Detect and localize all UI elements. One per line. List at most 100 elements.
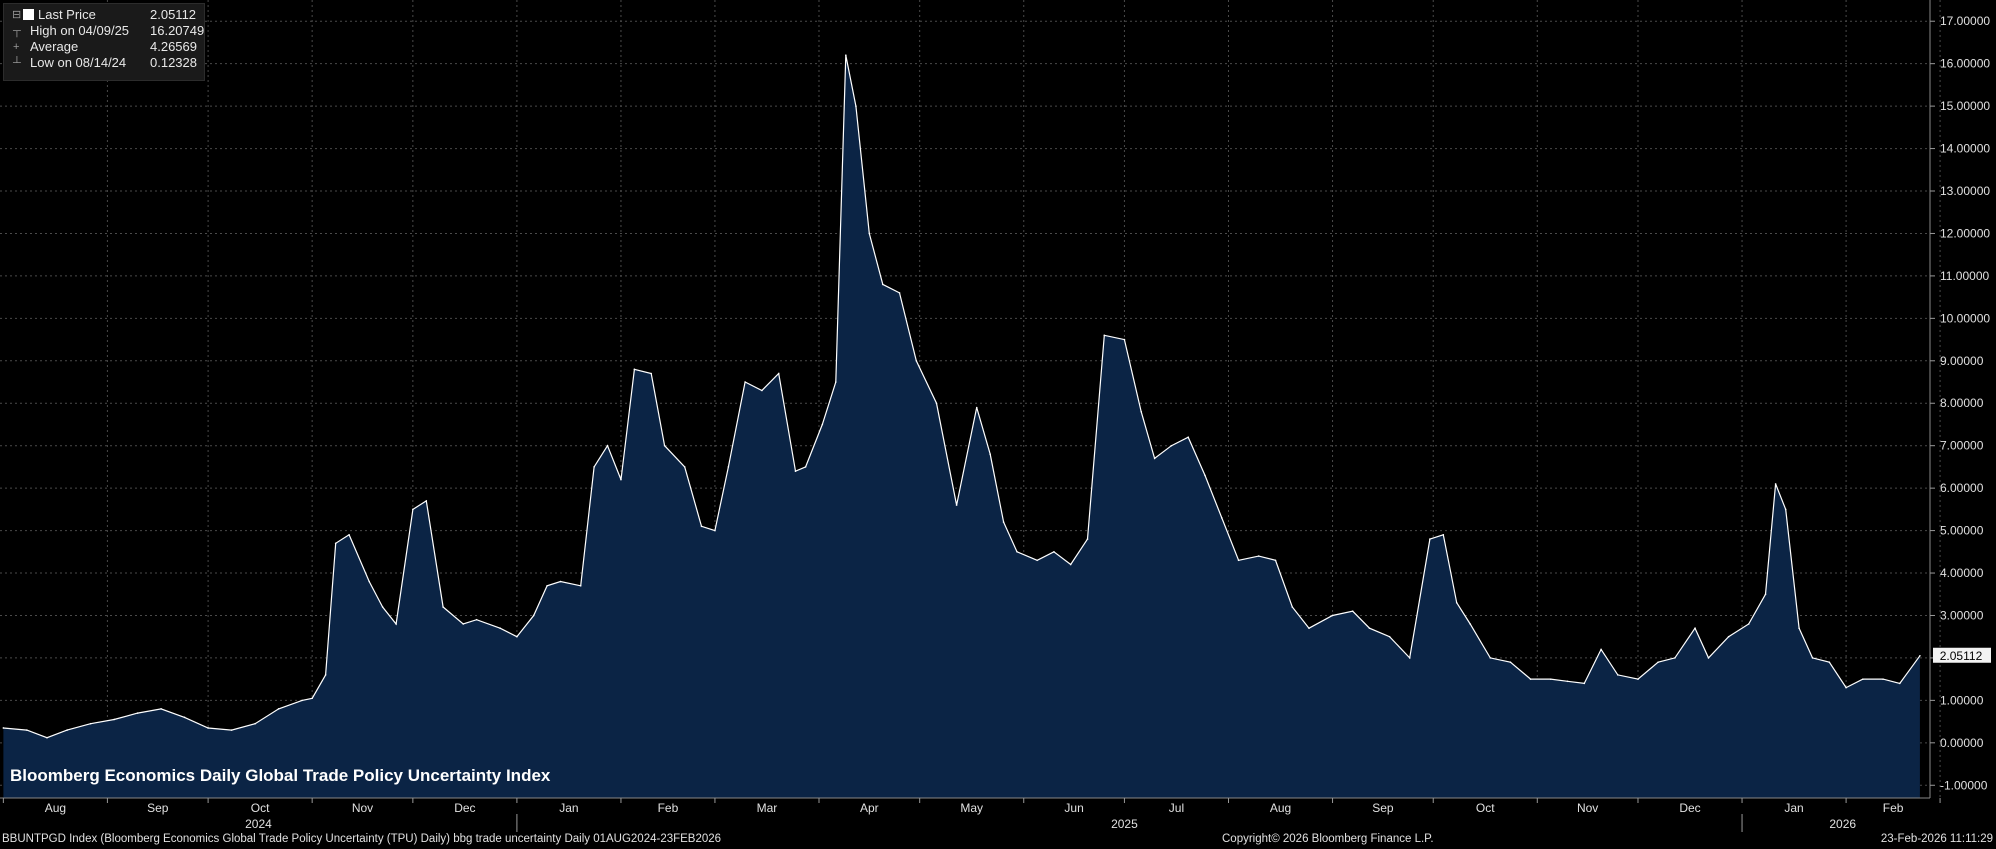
legend-average: + Average 4.26569 — [4, 39, 204, 55]
data-point — [1747, 623, 1750, 625]
data-point — [1455, 601, 1458, 604]
data-point — [683, 466, 686, 468]
data-point — [1069, 563, 1072, 566]
data-point — [1429, 538, 1431, 540]
y-tick-label: 8.00000 — [1940, 396, 1984, 410]
footer-description: BBUNTPGD Index (Bloomberg Economics Glob… — [2, 833, 722, 845]
collapse-icon[interactable]: ⊟ — [12, 9, 22, 21]
data-point — [1308, 627, 1310, 630]
data-point — [1368, 627, 1371, 630]
y-tick-label: 10.00000 — [1940, 311, 1990, 325]
data-point — [1408, 657, 1411, 659]
x-tick-label: Oct — [1476, 801, 1495, 815]
data-point — [301, 699, 303, 702]
data-point — [546, 584, 548, 587]
data-point — [348, 534, 350, 536]
y-tick-label: 13.00000 — [1940, 184, 1990, 198]
y-tick-label: 16.00000 — [1940, 57, 1990, 71]
data-point — [1103, 334, 1106, 337]
y-tick-label: 17.00000 — [1940, 14, 1990, 28]
data-point — [1170, 444, 1173, 447]
x-tick-label: Apr — [860, 801, 879, 815]
x-tick-label: Aug — [45, 801, 66, 815]
x-tick-label: Jun — [1064, 801, 1083, 815]
data-point — [89, 722, 92, 725]
data-point — [1187, 436, 1190, 439]
data-point — [1442, 534, 1445, 536]
data-point — [368, 580, 371, 583]
y-tick-label: 6.00000 — [1940, 481, 1984, 495]
x-tick-label: Dec — [1679, 801, 1700, 815]
data-point — [207, 727, 209, 729]
data-point — [381, 606, 384, 608]
x-tick-label: Feb — [658, 801, 679, 815]
legend-low-label: Low on 08/14/24 — [30, 55, 127, 70]
data-point — [855, 105, 857, 107]
y-tick-label: 0.00000 — [1940, 736, 1984, 750]
y-tick-label: 3.00000 — [1940, 608, 1984, 622]
high-marker-icon: ┬ — [13, 25, 21, 37]
data-point — [1220, 517, 1223, 519]
legend-low: ┴ Low on 08/14/24 0.12328 — [4, 55, 204, 71]
data-point — [593, 466, 595, 468]
data-point — [1784, 508, 1787, 511]
data-point — [975, 406, 978, 409]
average-marker-icon: + — [13, 41, 20, 53]
x-tick-label: Oct — [251, 801, 270, 815]
data-point — [1257, 555, 1260, 557]
y-tick-label: 9.00000 — [1940, 354, 1984, 368]
data-point — [183, 716, 186, 719]
y-tick-label: 7.00000 — [1940, 439, 1984, 453]
data-point — [1274, 559, 1277, 562]
data-point — [136, 712, 139, 714]
data-point — [663, 444, 666, 447]
data-point — [1674, 657, 1676, 659]
data-point — [1086, 538, 1089, 540]
data-point — [1351, 610, 1354, 613]
data-point — [1919, 654, 1921, 657]
data-point — [804, 466, 807, 468]
data-point — [881, 283, 884, 286]
data-point — [579, 584, 582, 587]
x-tick-label: Jul — [1169, 801, 1184, 815]
data-point — [1489, 657, 1492, 659]
data-point — [714, 529, 716, 532]
data-point — [633, 368, 636, 371]
data-point — [1123, 338, 1126, 341]
data-point — [1694, 627, 1696, 630]
legend-last-price: ⊟ Last Price 2.05112 — [4, 7, 204, 23]
data-point — [1774, 483, 1777, 485]
x-tick-label: Feb — [1883, 801, 1904, 815]
data-point — [1600, 648, 1602, 651]
data-point — [1707, 657, 1710, 659]
data-point — [1291, 606, 1294, 608]
x-axis: Aug Sep Oct Nov Dec Jan Feb Mar Apr May Jun Jul Aug S… — [2, 798, 1941, 832]
data-point — [1529, 678, 1532, 680]
data-point — [1016, 551, 1018, 553]
last-price-swatch-icon — [23, 9, 34, 20]
data-point — [311, 697, 313, 700]
data-point — [277, 708, 280, 710]
x-tick-label: Aug — [1270, 801, 1291, 815]
data-point — [160, 708, 162, 710]
low-marker-icon: ┴ — [13, 57, 21, 69]
y-tick-label: 12.00000 — [1940, 226, 1990, 240]
x-tick-label: Nov — [352, 801, 373, 815]
data-point — [1862, 678, 1864, 680]
data-point — [1845, 686, 1847, 689]
data-point — [727, 466, 730, 468]
data-point — [475, 618, 478, 621]
x-year-label: 2025 — [1111, 817, 1138, 831]
y-tick-label: 5.00000 — [1940, 524, 1984, 538]
y-tick-label: 11.00000 — [1940, 269, 1989, 283]
y-tick-label: 4.00000 — [1940, 566, 1984, 580]
legend-high-value: 16.20749 — [150, 23, 205, 38]
data-point — [1204, 474, 1206, 477]
x-tick-label: Mar — [757, 801, 778, 815]
legend-low-value: 0.12328 — [150, 55, 197, 70]
series-points — [2, 54, 1921, 739]
data-point — [324, 674, 327, 676]
data-point — [462, 623, 465, 625]
data-point — [845, 54, 847, 56]
